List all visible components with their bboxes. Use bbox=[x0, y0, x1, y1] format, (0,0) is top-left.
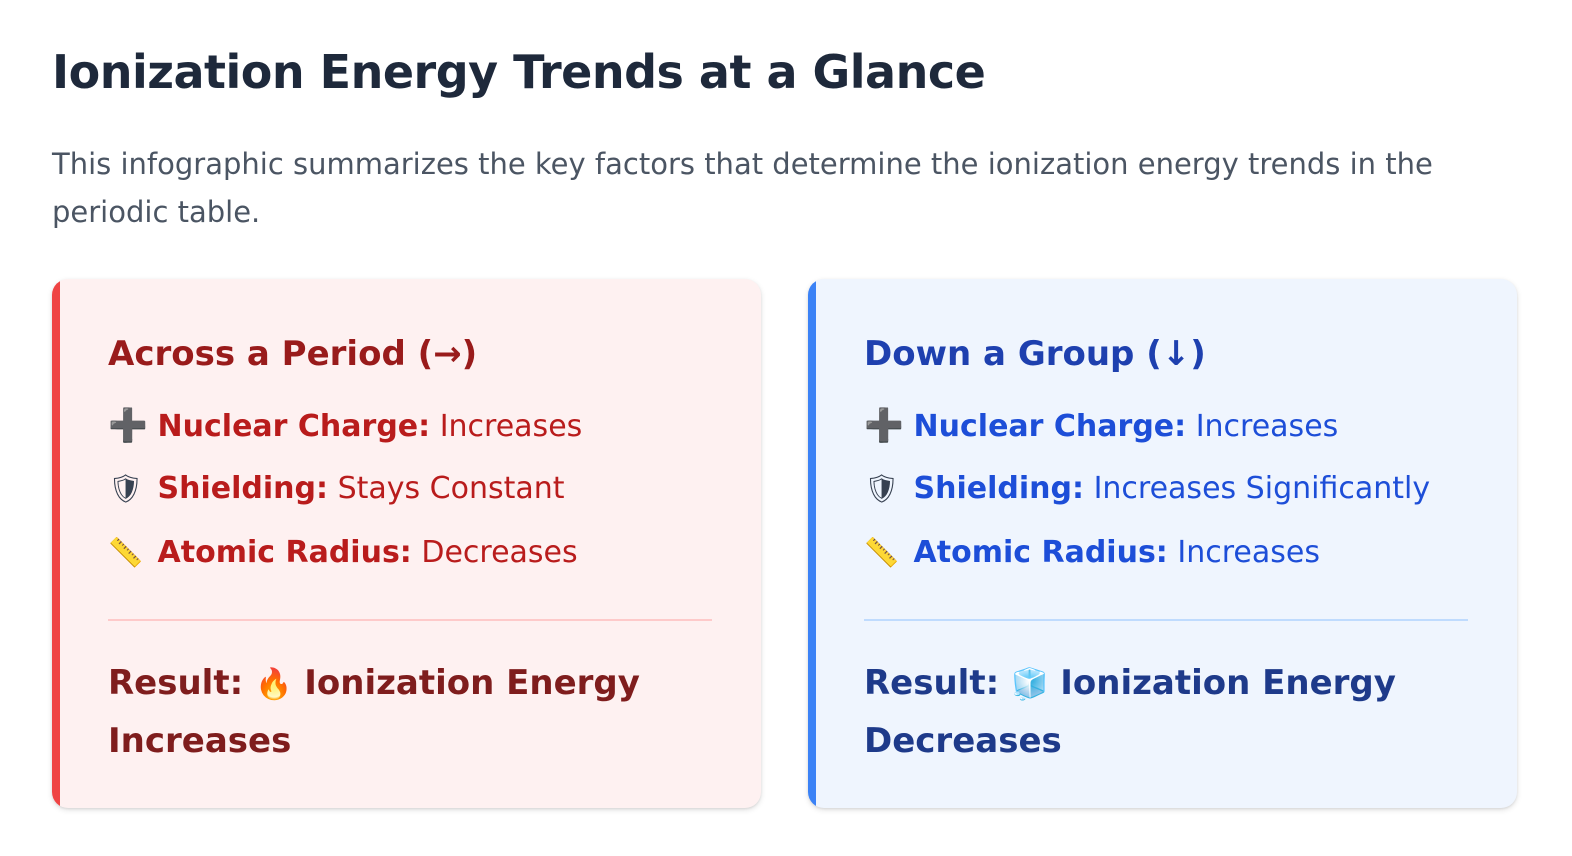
factor-label: Atomic Radius: bbox=[157, 535, 412, 570]
result-text: Ionization Energy Decreases bbox=[864, 663, 1396, 761]
factor-label: Shielding: bbox=[157, 471, 329, 506]
result-statement: Result: 🔥 Ionization Energy Increases bbox=[108, 655, 668, 769]
factor-shielding: 🛡 Shielding: Increases Significantly bbox=[864, 469, 1469, 533]
factor-atomic-radius: 📏 Atomic Radius: Decreases bbox=[108, 533, 713, 597]
ice-cube-icon: 🧊 bbox=[1011, 667, 1049, 702]
factor-list: ➕ Nuclear Charge: Increases 🛡 Shielding:… bbox=[864, 405, 1469, 597]
card-title: Down a Group (↓) bbox=[864, 334, 1206, 374]
result-statement: Result: 🧊 Ionization Energy Decreases bbox=[864, 655, 1424, 769]
factor-label: Nuclear Charge: bbox=[913, 409, 1187, 444]
factor-value: Stays Constant bbox=[337, 471, 565, 506]
plus-icon: ➕ bbox=[108, 406, 148, 444]
result-label: Result: bbox=[864, 663, 1000, 703]
trend-cards: Across a Period (→) ➕ Nuclear Charge: In… bbox=[52, 279, 1517, 808]
card-down-group: Down a Group (↓) ➕ Nuclear Charge: Incre… bbox=[808, 279, 1517, 808]
plus-icon: ➕ bbox=[864, 406, 904, 444]
intro-text: This infographic summarizes the key fact… bbox=[52, 147, 1433, 229]
factor-value: Increases Significantly bbox=[1093, 471, 1431, 506]
factor-value: Increases bbox=[1195, 409, 1339, 444]
fire-icon: 🔥 bbox=[255, 667, 293, 702]
factor-label: Atomic Radius: bbox=[913, 535, 1168, 570]
factor-atomic-radius: 📏 Atomic Radius: Increases bbox=[864, 533, 1469, 597]
factor-nuclear-charge: ➕ Nuclear Charge: Increases bbox=[864, 405, 1469, 469]
factor-nuclear-charge: ➕ Nuclear Charge: Increases bbox=[108, 405, 713, 469]
factor-label: Nuclear Charge: bbox=[157, 409, 431, 444]
card-across-period: Across a Period (→) ➕ Nuclear Charge: In… bbox=[52, 279, 761, 808]
factor-shielding: 🛡 Shielding: Stays Constant bbox=[108, 469, 713, 533]
divider bbox=[864, 619, 1468, 621]
page-title: Ionization Energy Trends at a Glance bbox=[52, 45, 986, 99]
shield-icon: 🛡 bbox=[864, 472, 900, 505]
factor-label: Shielding: bbox=[913, 471, 1085, 506]
result-text: Ionization Energy Increases bbox=[108, 663, 640, 761]
shield-icon: 🛡 bbox=[108, 472, 144, 505]
divider bbox=[108, 619, 712, 621]
factor-value: Increases bbox=[1177, 535, 1320, 570]
ruler-icon: 📏 bbox=[864, 536, 899, 569]
factor-list: ➕ Nuclear Charge: Increases 🛡 Shielding:… bbox=[108, 405, 713, 597]
card-title: Across a Period (→) bbox=[108, 334, 478, 374]
factor-value: Increases bbox=[439, 409, 583, 444]
factor-value: Decreases bbox=[421, 535, 578, 570]
ruler-icon: 📏 bbox=[108, 536, 143, 569]
result-label: Result: bbox=[108, 663, 244, 703]
